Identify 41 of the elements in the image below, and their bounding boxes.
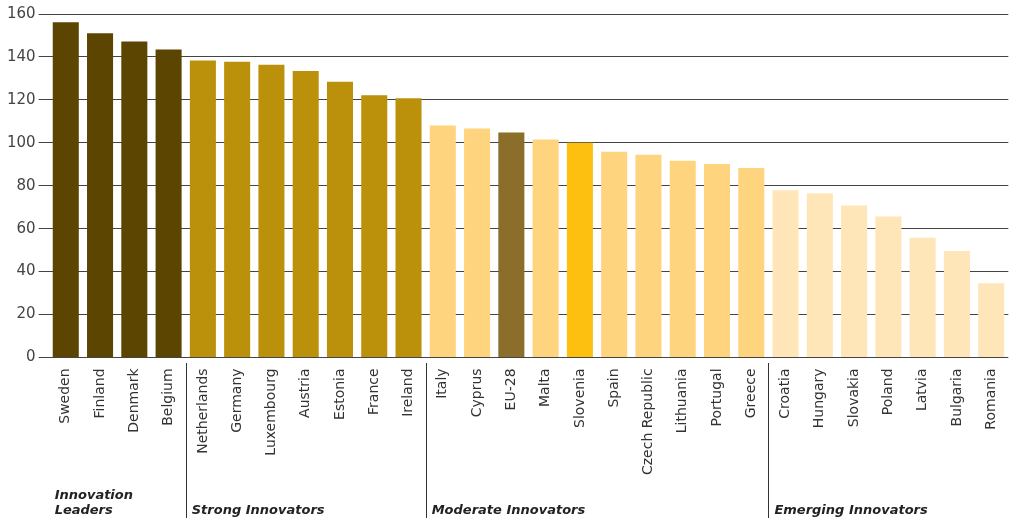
x-tick-label: Luxembourg — [262, 368, 279, 456]
x-tick-label: Lithuania — [673, 368, 690, 434]
x-tick-label: Greece — [741, 368, 758, 419]
y-tick-label: 0 — [26, 347, 36, 366]
y-tick-label: 40 — [16, 261, 36, 280]
x-tick-label: Hungary — [810, 368, 827, 429]
x-tick-label: France — [364, 368, 381, 415]
y-tick-label: 160 — [6, 3, 36, 22]
x-tick-label: Italy — [433, 368, 450, 399]
y-tick-label: 80 — [16, 175, 36, 194]
x-tick-label: Cyprus — [467, 368, 484, 418]
x-tick-label: Estonia — [330, 368, 347, 420]
x-tick-label: Czech Republic — [639, 368, 656, 475]
text: Moderate Innovators — [431, 502, 587, 517]
x-tick-label: Sweden — [56, 368, 73, 424]
x-tick-label: Croatia — [776, 368, 793, 419]
x-tick-label: Poland — [879, 368, 896, 416]
x-tick-label: Germany — [227, 368, 244, 433]
x-tick-label: Slovakia — [844, 368, 861, 428]
text: Innovation Leaders — [54, 487, 134, 517]
x-tick-label: Belgium — [159, 368, 176, 426]
x-tick-label: Latvia — [913, 368, 930, 412]
x-tick-label: Netherlands — [193, 368, 210, 454]
y-tick-label: 120 — [6, 89, 36, 108]
x-tick-label: Spain — [604, 368, 621, 408]
x-tick-label: Romania — [981, 368, 998, 430]
y-tick-label: 60 — [16, 218, 36, 237]
x-tick-label: Bulgaria — [947, 368, 964, 427]
y-tick-label: 100 — [6, 132, 36, 151]
x-tick-label: Malta — [536, 368, 553, 408]
x-tick-label: Finland — [90, 368, 107, 419]
text: Strong Innovators — [191, 502, 326, 517]
y-tick-label: 20 — [16, 304, 36, 323]
x-tick-label: Portugal — [707, 368, 724, 427]
y-tick-label: 140 — [6, 46, 36, 65]
x-tick-label: Denmark — [124, 367, 141, 433]
x-tick-label: Slovenia — [570, 368, 587, 428]
text: Emerging Innovators — [774, 502, 929, 517]
x-tick-label: EU-28 — [501, 368, 518, 411]
x-tick-label: Austria — [296, 368, 313, 418]
x-tick-label: Ireland — [399, 368, 416, 417]
